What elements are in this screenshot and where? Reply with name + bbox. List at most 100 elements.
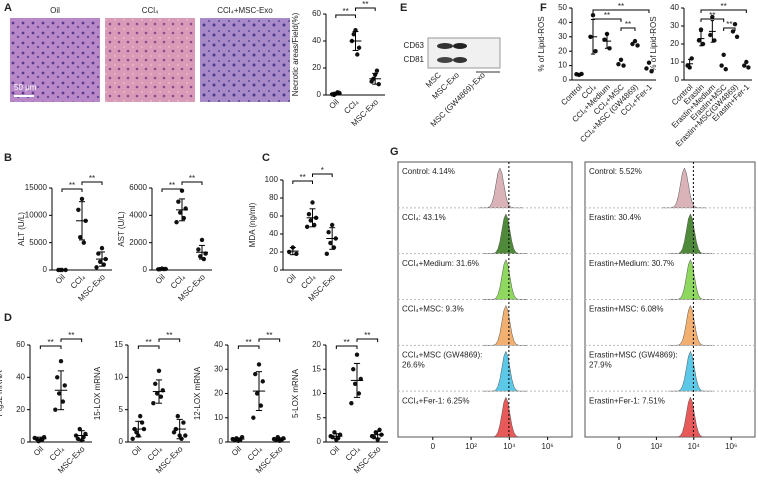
data-point bbox=[306, 212, 312, 217]
y-tick-label: 4000 bbox=[129, 210, 147, 219]
data-point bbox=[746, 65, 751, 70]
data-point bbox=[76, 207, 81, 213]
significance-bracket bbox=[335, 14, 356, 18]
data-point bbox=[308, 218, 313, 223]
panel-letter: F bbox=[540, 2, 547, 14]
scale-label: 50 μm bbox=[14, 83, 37, 92]
data-point bbox=[101, 262, 107, 267]
row-label: CCl₄: 43.1% bbox=[402, 213, 446, 222]
data-point bbox=[156, 368, 162, 374]
data-point bbox=[734, 34, 740, 39]
data-point bbox=[58, 358, 64, 364]
row-label: Erastin+Fer-1: 7.51% bbox=[589, 396, 665, 405]
data-point bbox=[607, 46, 612, 51]
y-tick-label: 0 bbox=[119, 437, 124, 446]
band bbox=[453, 43, 467, 49]
histogram bbox=[483, 350, 528, 392]
y-tick-label: 100 bbox=[265, 175, 279, 184]
y-axis-label: 12-LOX mRNA bbox=[193, 366, 202, 420]
data-point bbox=[744, 59, 749, 65]
significance-bracket bbox=[61, 188, 83, 192]
significance-label: ** bbox=[344, 338, 350, 347]
data-point bbox=[326, 230, 331, 235]
data-point bbox=[649, 69, 654, 74]
data-point bbox=[304, 224, 310, 229]
image-title: CCl₄+MSC-Exo bbox=[217, 6, 273, 15]
data-point bbox=[593, 49, 598, 54]
data-point bbox=[355, 52, 360, 57]
y-tick-label: 20 bbox=[269, 247, 278, 256]
y-tick-label: 5000 bbox=[29, 238, 47, 247]
data-point bbox=[174, 219, 179, 225]
y-axis-label: % of Lipid-ROS bbox=[537, 16, 546, 71]
data-point bbox=[77, 235, 83, 240]
histogram bbox=[668, 213, 713, 254]
y-tick-label: 10 bbox=[312, 389, 321, 398]
significance-label: ** bbox=[618, 2, 624, 11]
data-point bbox=[134, 430, 139, 435]
histogram bbox=[483, 396, 528, 438]
x-tick-label: CCl₄ bbox=[146, 445, 164, 463]
y-tick-label: 40 bbox=[670, 3, 679, 12]
data-point bbox=[616, 61, 621, 67]
data-point bbox=[708, 32, 713, 38]
row-label: CCl₄+MSC: 9.3% bbox=[402, 305, 464, 314]
data-point bbox=[60, 399, 66, 404]
data-point bbox=[62, 383, 67, 388]
significance-label: ** bbox=[362, 0, 368, 9]
y-tick-label: 10000 bbox=[25, 210, 48, 219]
y-tick-label: 20 bbox=[214, 389, 223, 398]
data-point bbox=[732, 22, 738, 27]
x-tick-label: Oil bbox=[328, 444, 341, 457]
data-point bbox=[154, 391, 160, 396]
x-tick-label: Oil bbox=[284, 272, 297, 285]
histogram bbox=[483, 258, 528, 300]
histology-image bbox=[200, 18, 290, 102]
data-point bbox=[723, 67, 728, 72]
data-point bbox=[75, 436, 81, 441]
x-tick-label: Oil bbox=[32, 444, 45, 457]
data-point bbox=[646, 60, 652, 65]
image-title: Oil bbox=[50, 6, 60, 15]
significance-label: ** bbox=[364, 331, 370, 340]
panel-letter: D bbox=[4, 312, 12, 324]
y-tick-label: 15 bbox=[312, 364, 321, 373]
data-point bbox=[324, 251, 330, 256]
significance-bracket bbox=[161, 188, 183, 192]
band-label: CD81 bbox=[404, 55, 425, 64]
y-tick-label: 40 bbox=[16, 372, 25, 381]
significance-label: ** bbox=[300, 173, 306, 182]
significance-label: ** bbox=[604, 11, 610, 20]
histogram bbox=[483, 304, 528, 346]
y-tick-label: 40 bbox=[269, 229, 278, 238]
x-tick-label: Oil bbox=[154, 272, 167, 285]
data-point bbox=[258, 403, 264, 408]
data-point bbox=[742, 63, 747, 68]
y-tick-label: 60 bbox=[16, 340, 25, 349]
y-tick-label: 5 bbox=[317, 413, 322, 422]
data-point bbox=[53, 407, 58, 412]
histogram bbox=[483, 213, 528, 254]
significance-bracket bbox=[158, 338, 181, 342]
y-tick-label: 0 bbox=[43, 265, 48, 274]
y-axis-label: 15-LOX mRNA bbox=[93, 366, 102, 420]
x-tick-label: 0 bbox=[431, 442, 436, 451]
data-point bbox=[175, 413, 180, 419]
x-tick-label: 10⁶ bbox=[725, 442, 737, 451]
significance-bracket bbox=[39, 345, 62, 349]
data-point bbox=[256, 362, 262, 367]
data-point bbox=[260, 379, 265, 384]
y-axis-label: ALT (U/L) bbox=[17, 212, 26, 246]
y-tick-label: 30 bbox=[214, 364, 223, 373]
significance-bracket bbox=[312, 173, 333, 177]
data-point bbox=[79, 196, 85, 202]
significance-label: ** bbox=[68, 331, 74, 340]
data-point bbox=[287, 249, 292, 255]
significance-bracket bbox=[620, 27, 636, 31]
data-point bbox=[310, 200, 315, 205]
row-label: CCl₄+MSC (GW4869): bbox=[402, 350, 482, 359]
significance-label: ** bbox=[69, 181, 75, 190]
data-point bbox=[590, 13, 596, 18]
data-point bbox=[81, 434, 86, 440]
y-tick-label: 80 bbox=[269, 193, 278, 202]
